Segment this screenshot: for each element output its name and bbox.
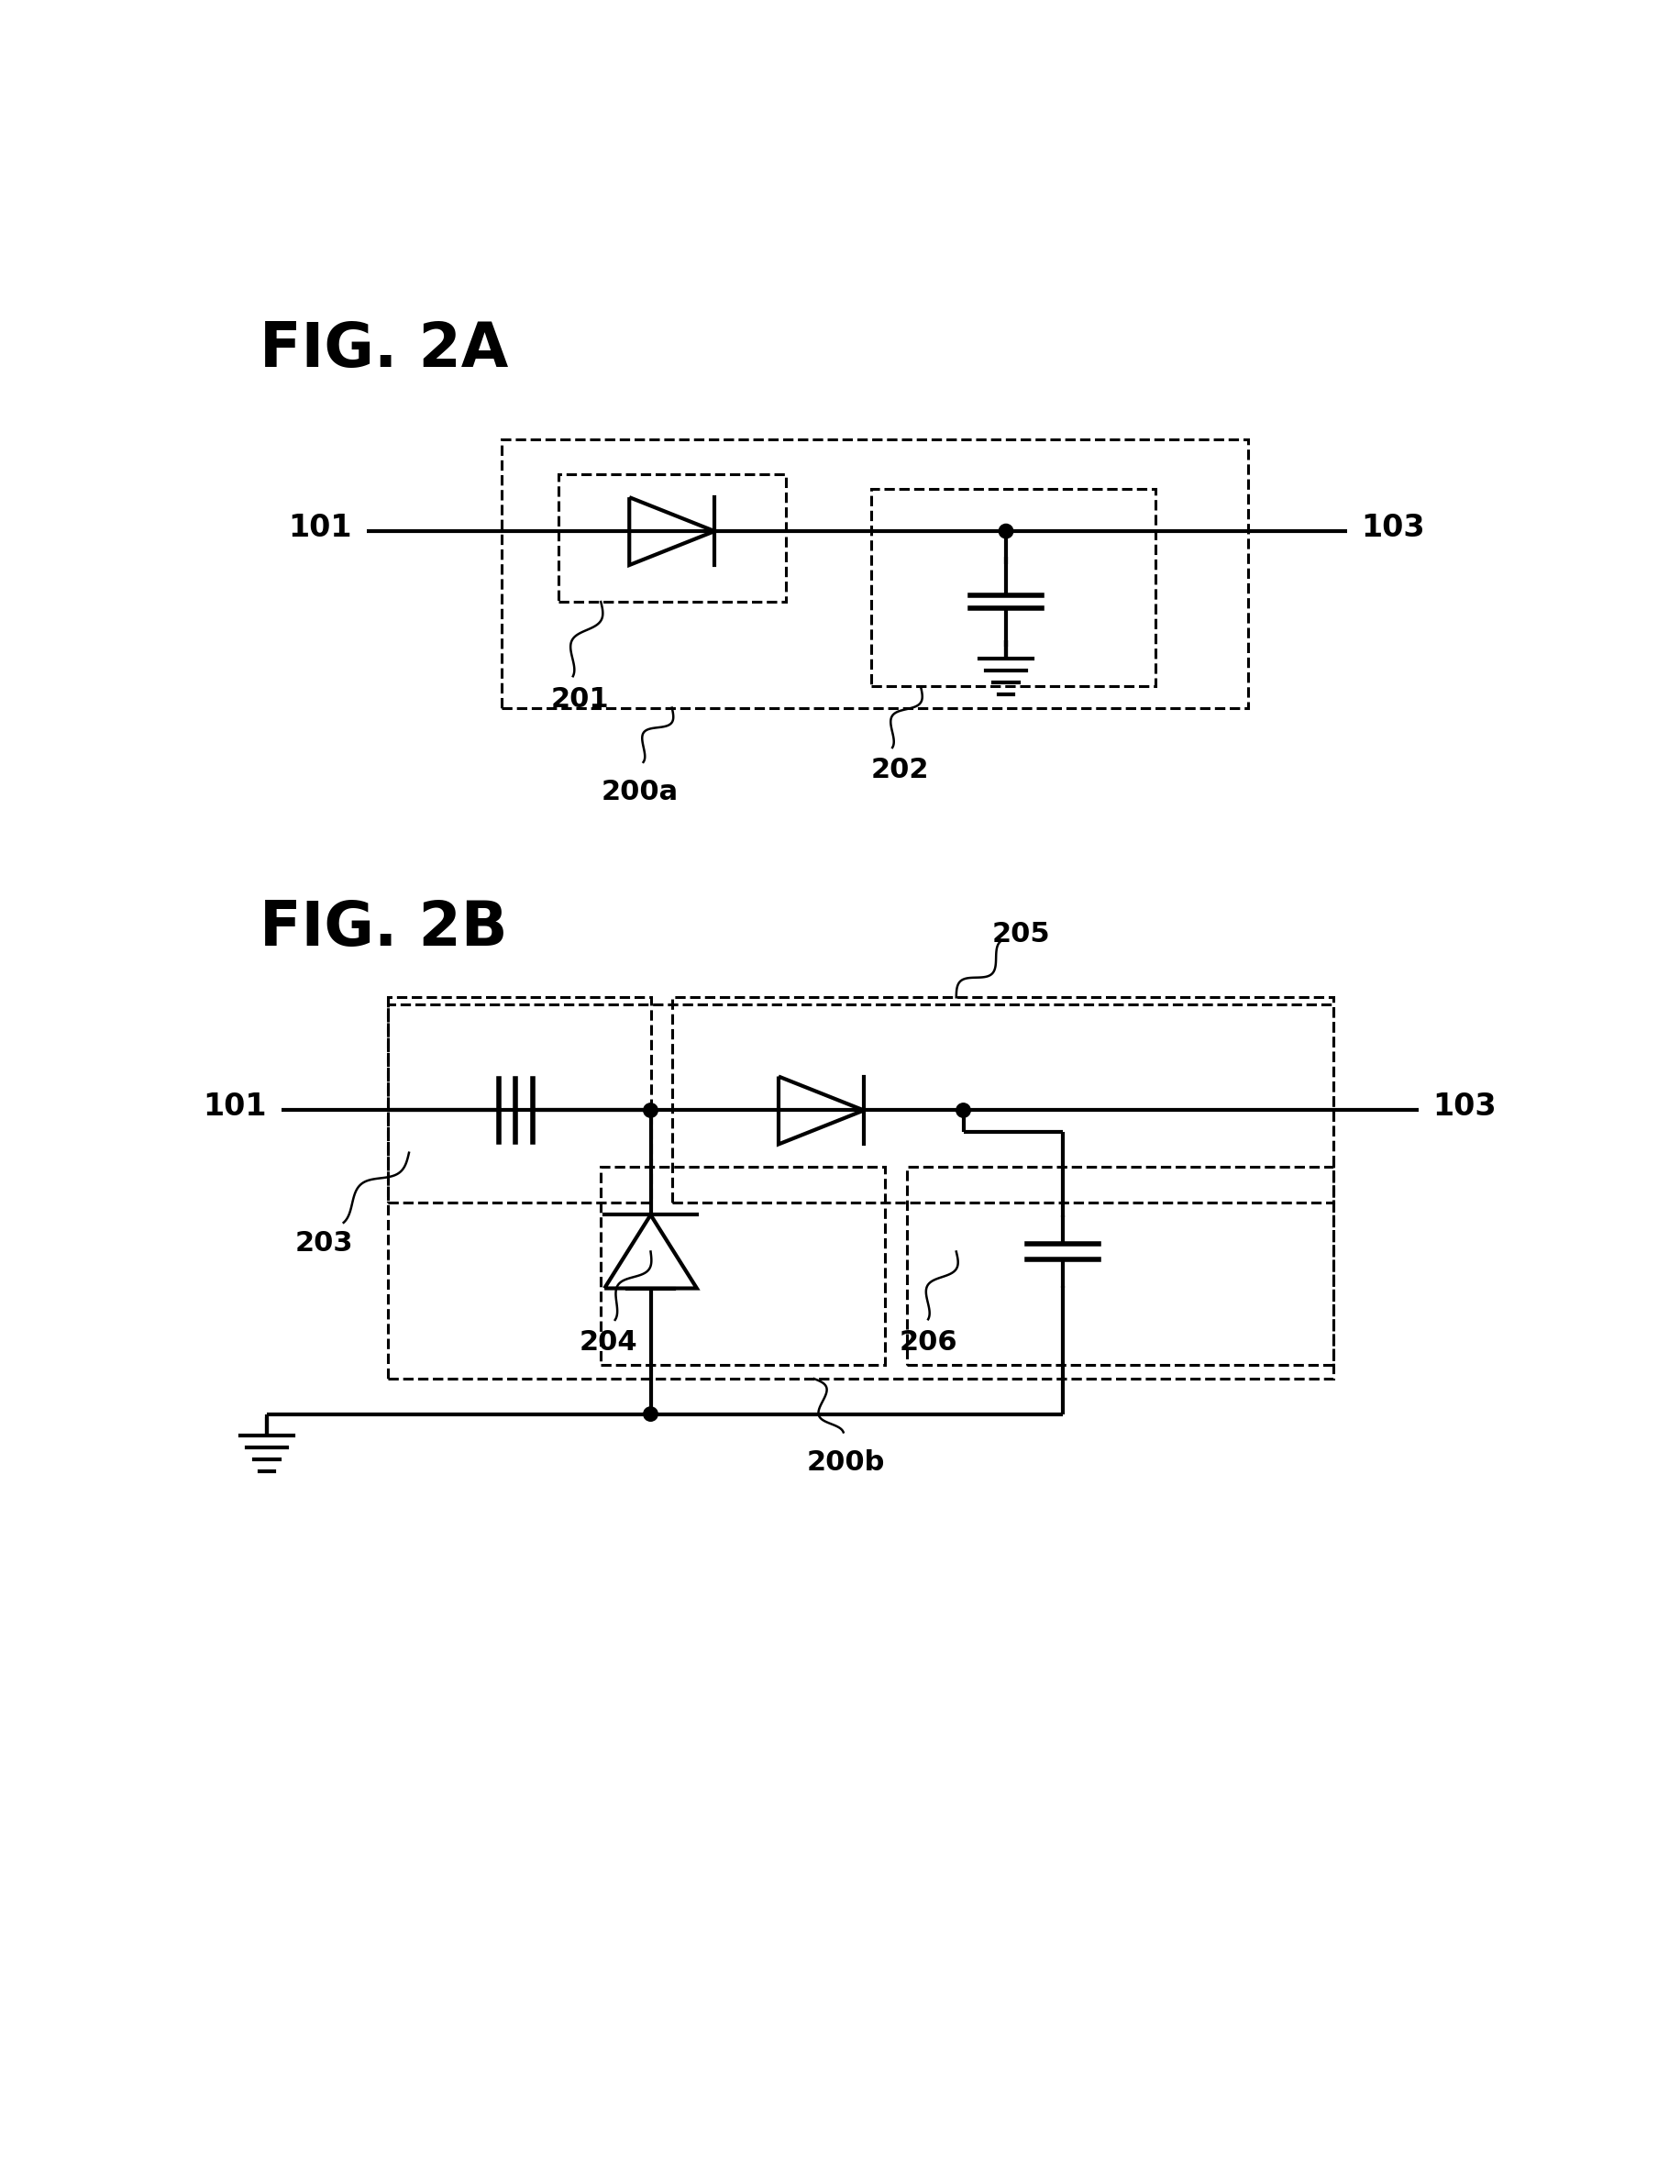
Bar: [672, 998, 1332, 1201]
Bar: [388, 1005, 1332, 1378]
Bar: [558, 474, 786, 603]
Text: 101: 101: [203, 1092, 267, 1123]
Bar: [601, 1166, 885, 1365]
Text: 200a: 200a: [601, 778, 679, 806]
Bar: [388, 998, 650, 1201]
Text: 103: 103: [1361, 513, 1425, 544]
Text: 203: 203: [296, 1230, 353, 1258]
Text: 204: 204: [580, 1330, 638, 1356]
Circle shape: [643, 1103, 659, 1118]
Bar: [870, 489, 1156, 686]
Text: 205: 205: [991, 922, 1050, 948]
Circle shape: [1000, 524, 1013, 537]
Circle shape: [643, 1406, 659, 1422]
Text: 202: 202: [870, 758, 929, 784]
Text: FIG. 2B: FIG. 2B: [260, 898, 507, 959]
Text: 103: 103: [1433, 1092, 1497, 1123]
Text: 206: 206: [899, 1330, 958, 1356]
Bar: [501, 439, 1248, 708]
Circle shape: [956, 1103, 971, 1118]
Text: 201: 201: [551, 686, 610, 714]
Text: 101: 101: [289, 513, 353, 544]
Text: FIG. 2A: FIG. 2A: [260, 319, 509, 380]
Bar: [907, 1166, 1332, 1365]
Text: 200b: 200b: [806, 1450, 885, 1476]
